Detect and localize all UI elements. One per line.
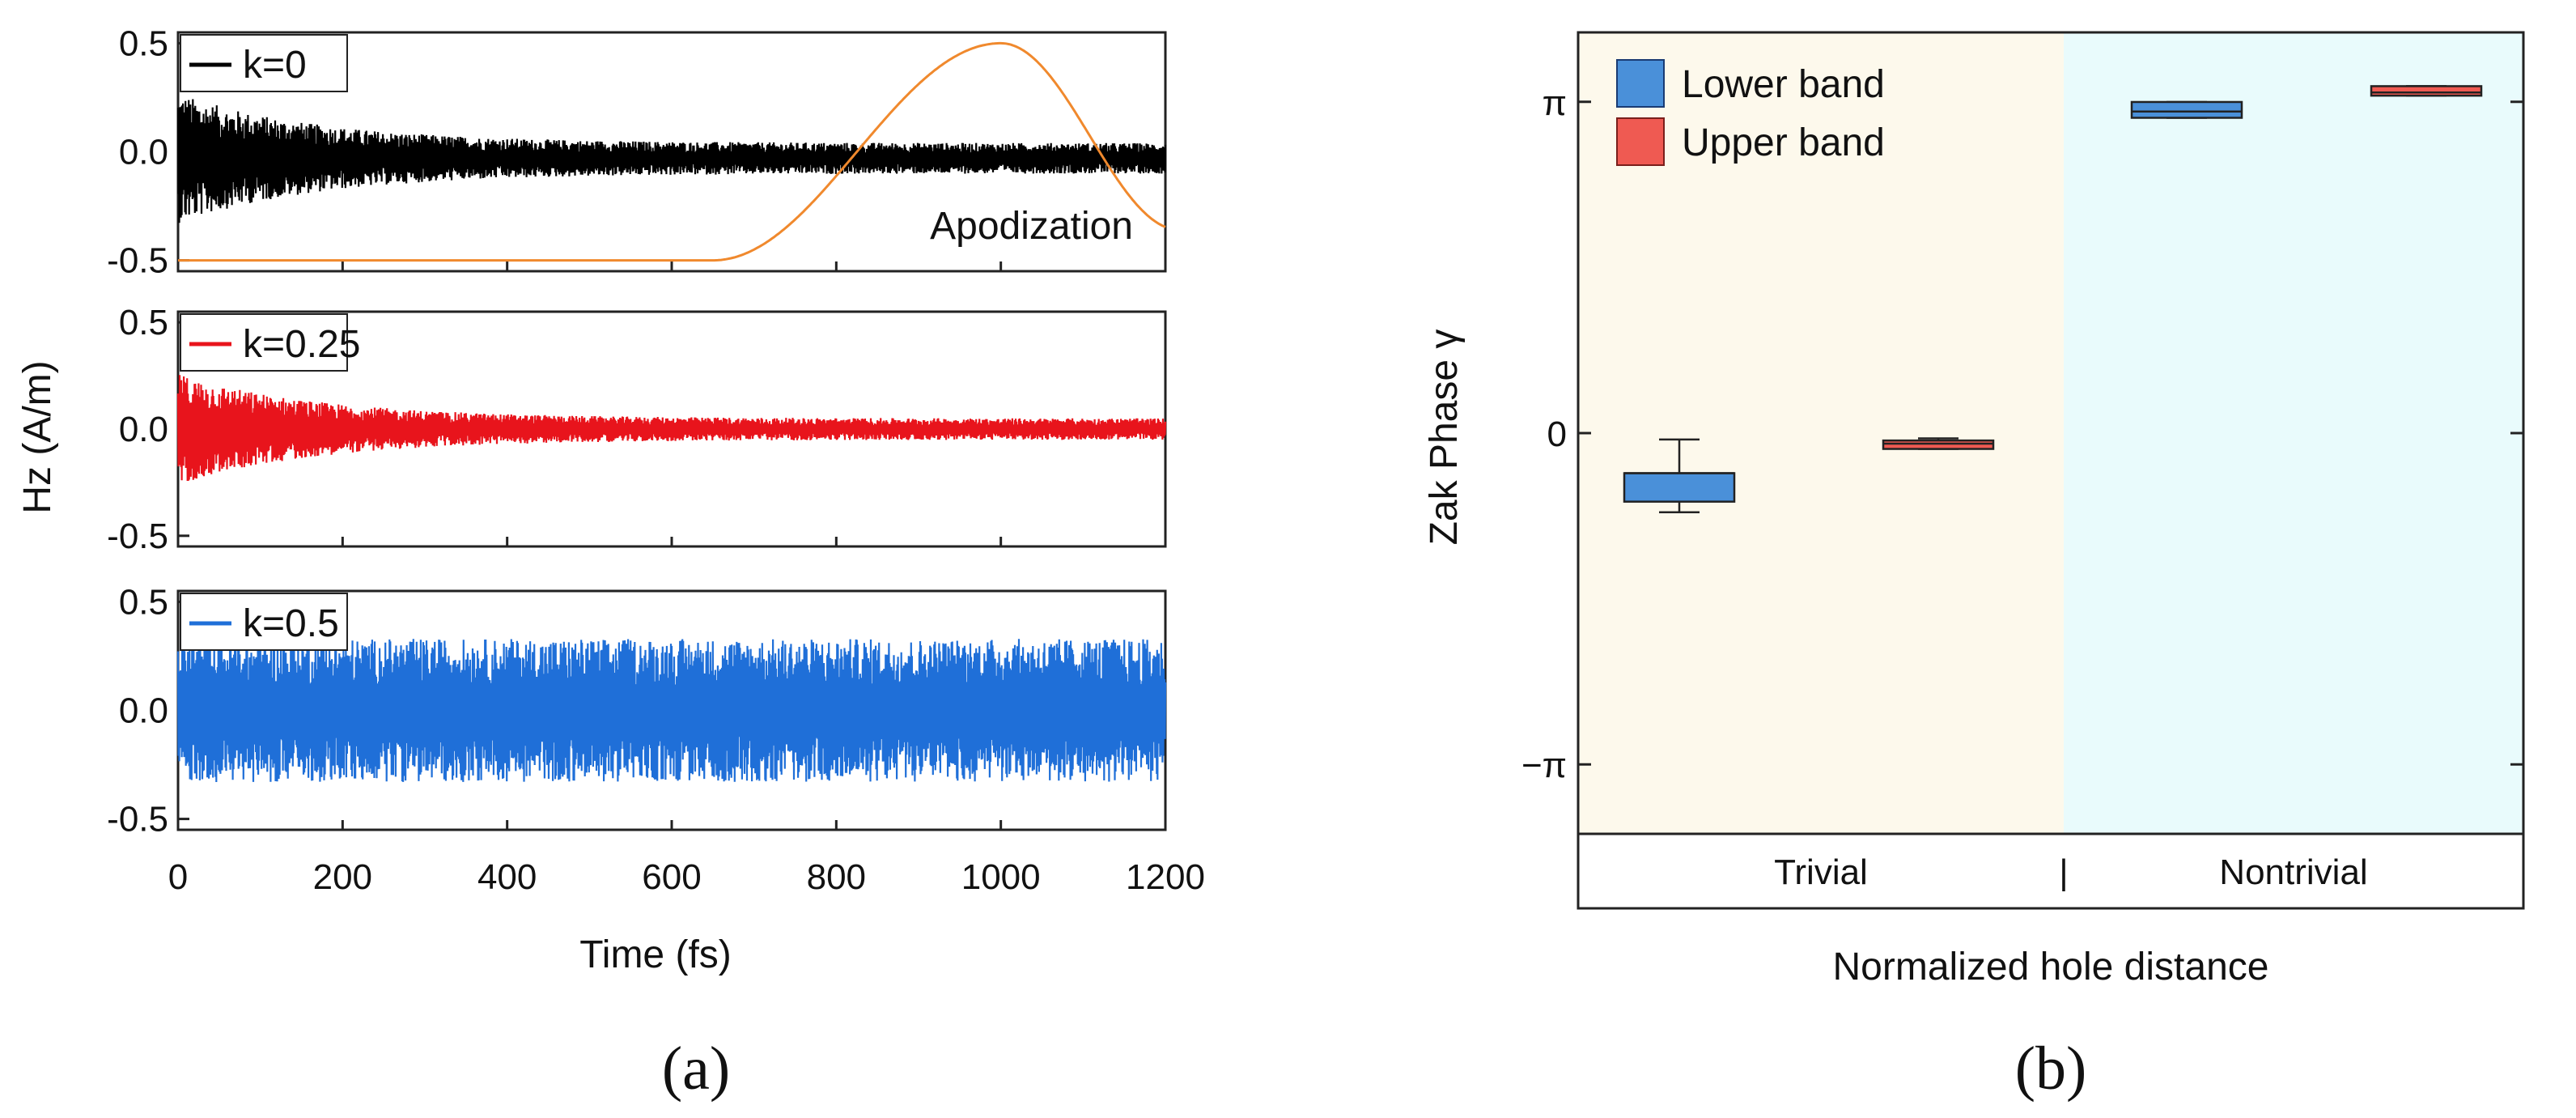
box-body <box>1882 439 1995 450</box>
category-label-trivial: Trivial <box>1774 852 1868 892</box>
legend-label-upper-band: Upper band <box>1682 121 1885 164</box>
panel-a: 0.5 0.0 -0.5 Apodization k=0 0.5 0.0 -0.5 k=0.2… <box>16 23 1205 1103</box>
apodization-annotation: Apodization <box>930 205 1133 248</box>
y-tick-label: -0.5 <box>107 516 168 556</box>
y-tick-label: -0.5 <box>107 800 168 840</box>
x-tick-label: 800 <box>807 857 866 897</box>
b-y-tick-label: π <box>1543 83 1567 123</box>
legend-label: k=0 <box>243 44 307 87</box>
y-tick-label: 0.0 <box>119 133 168 172</box>
box-nontrivial-upper-band <box>2370 85 2483 97</box>
y-tick-label: -0.5 <box>107 241 168 281</box>
a-y-axis-title: Hz (A/m) <box>16 360 59 513</box>
x-tick-label: 1200 <box>1126 857 1205 897</box>
y-tick-label: 0.5 <box>119 582 168 622</box>
y-tick-label: 0.5 <box>119 23 168 63</box>
signal-line <box>176 375 1167 482</box>
b-legend: Lower band Upper band <box>1616 59 1885 166</box>
signal-line <box>176 99 1167 223</box>
category-separator: | <box>2059 852 2068 892</box>
y-tick-label: 0.5 <box>119 303 168 342</box>
b-y-tick-label: −π <box>1521 746 1567 785</box>
box-body <box>2370 85 2483 97</box>
y-tick-label: 0.0 <box>119 691 168 731</box>
x-tick-label: 0 <box>168 857 188 897</box>
subplot-k025: 0.5 0.0 -0.5 k=0.25 <box>107 303 1167 556</box>
x-tick-label: 400 <box>477 857 537 897</box>
x-tick-label: 1000 <box>961 857 1041 897</box>
signal-line <box>176 639 1167 783</box>
panel-b: π 0 −π Trivial | Nontrivial Lower band Upp… <box>1423 31 2525 1103</box>
box-body <box>1623 472 1736 503</box>
box-trivial-lower-band <box>1623 438 1736 513</box>
b-y-axis-title: Zak Phase γ <box>1423 329 1466 546</box>
legend-label: k=0.25 <box>243 323 360 366</box>
b-boxes <box>1623 85 2483 513</box>
box-body <box>2130 100 2243 119</box>
panel-label-a: (a) <box>662 1035 730 1103</box>
category-label-nontrivial: Nontrivial <box>2219 852 2367 892</box>
legend-label: k=0.5 <box>243 602 339 645</box>
x-tick-label: 200 <box>313 857 372 897</box>
subplot-k0: 0.5 0.0 -0.5 Apodization k=0 <box>107 23 1167 281</box>
legend-swatch-upper-band <box>1616 117 1665 166</box>
box-nontrivial-lower-band <box>2130 100 2243 119</box>
legend-swatch-lower-band <box>1616 59 1665 108</box>
region-nontrivial-background <box>2064 32 2523 834</box>
box-trivial-upper-band <box>1882 437 1995 450</box>
b-y-tick-label: 0 <box>1547 414 1567 454</box>
y-tick-label: 0.0 <box>119 410 168 449</box>
a-x-axis: 0 200 400 600 800 1000 1200 <box>168 857 1205 897</box>
b-y-axis: π 0 −π <box>1521 83 2523 785</box>
b-plot-frame <box>1577 31 2525 910</box>
subplot-k05: 0.5 0.0 -0.5 k=0.5 <box>107 582 1167 840</box>
x-tick-label: 600 <box>642 857 701 897</box>
apodization-curve <box>178 41 1166 262</box>
panel-label-b: (b) <box>2015 1035 2087 1103</box>
a-x-axis-title: Time (fs) <box>579 933 732 976</box>
b-x-axis-title: Normalized hole distance <box>1833 946 2269 988</box>
legend-label-lower-band: Lower band <box>1682 63 1885 106</box>
